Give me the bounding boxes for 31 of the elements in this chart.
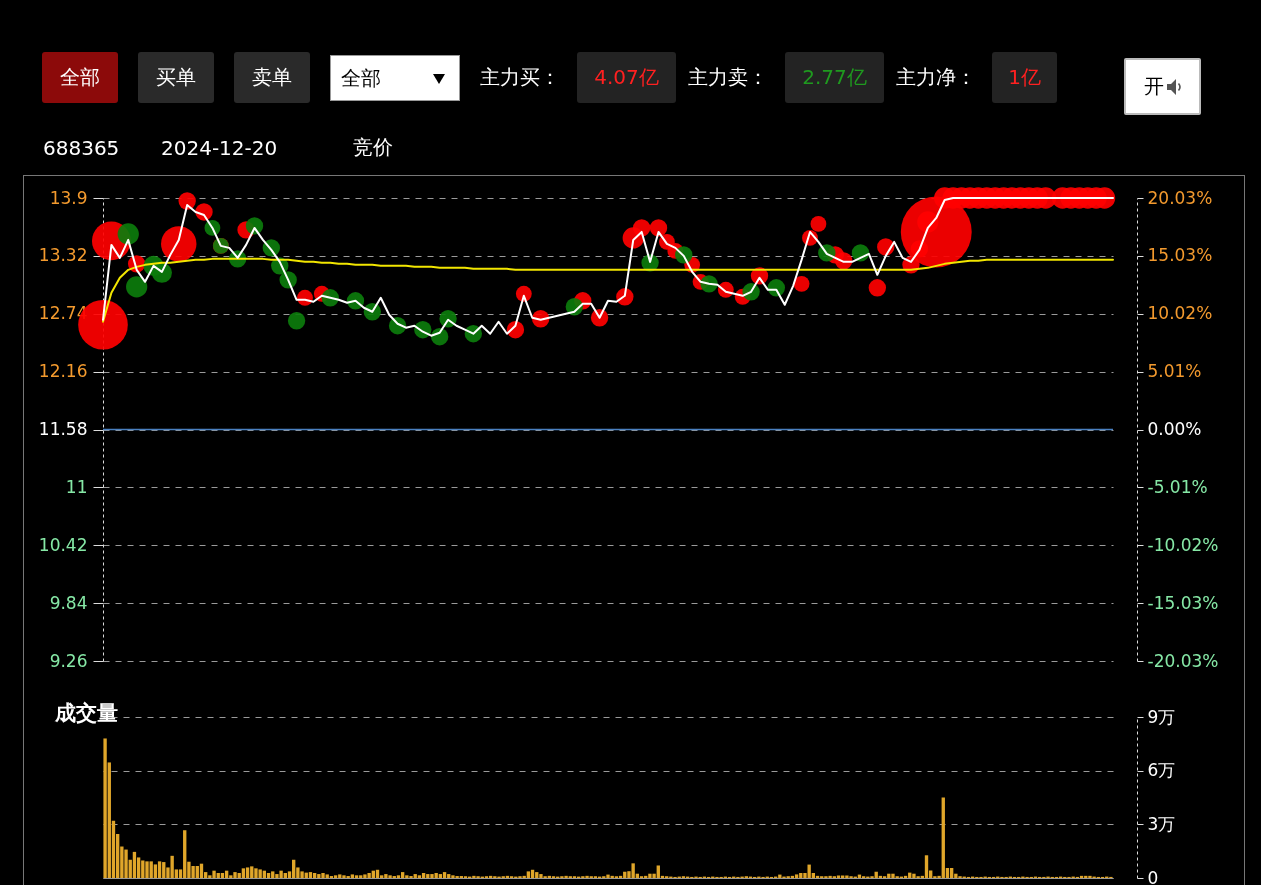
- y-tick-label: 12.16: [38, 361, 88, 382]
- y-tick-label: 9万: [1147, 706, 1176, 727]
- text: 竞价: [353, 134, 393, 161]
- y2-tick-label: 5.01%: [1147, 361, 1202, 382]
- y2-tick-label: 10.02%: [1147, 303, 1213, 324]
- y-tick-label: 11.58: [38, 419, 88, 439]
- text: 主力卖：: [688, 64, 768, 91]
- text: 主力净：: [896, 64, 976, 91]
- y-tick-label: 3万: [1147, 813, 1176, 834]
- y2-tick-label: -10.02%: [1147, 534, 1219, 555]
- y-tick-label: 9.84: [49, 592, 88, 613]
- y-tick-label: 11: [65, 476, 88, 497]
- chart-title: 成交量: [54, 701, 118, 725]
- readout-box: 1亿: [992, 52, 1057, 103]
- readout-box: 4.07亿: [577, 52, 676, 103]
- y2-tick-label: -5.01%: [1147, 476, 1208, 497]
- y-tick-label: 13.9: [49, 187, 88, 208]
- text: 2024-12-20: [161, 135, 278, 160]
- y-tick-label: 0: [1147, 867, 1159, 885]
- text: 688365: [43, 135, 120, 160]
- y2-tick-label: 15.03%: [1147, 245, 1213, 266]
- readout-box: 2.77亿: [785, 52, 884, 103]
- y2-tick-label: -20.03%: [1147, 650, 1219, 671]
- y2-tick-label: 20.03%: [1147, 187, 1213, 208]
- y2-tick-label: -15.03%: [1147, 592, 1219, 613]
- text: 主力买：: [480, 64, 560, 91]
- y-tick-label: 13.32: [38, 245, 88, 266]
- y-tick-label: 10.42: [38, 534, 88, 555]
- y2-tick-label: 0.00%: [1147, 419, 1202, 439]
- y-tick-label: 9.26: [49, 650, 88, 671]
- y-tick-label: 6万: [1147, 760, 1176, 781]
